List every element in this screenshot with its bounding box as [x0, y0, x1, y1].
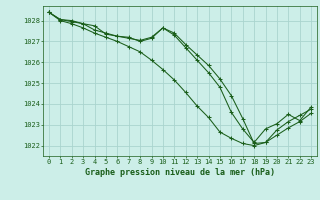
X-axis label: Graphe pression niveau de la mer (hPa): Graphe pression niveau de la mer (hPa) [85, 168, 275, 177]
